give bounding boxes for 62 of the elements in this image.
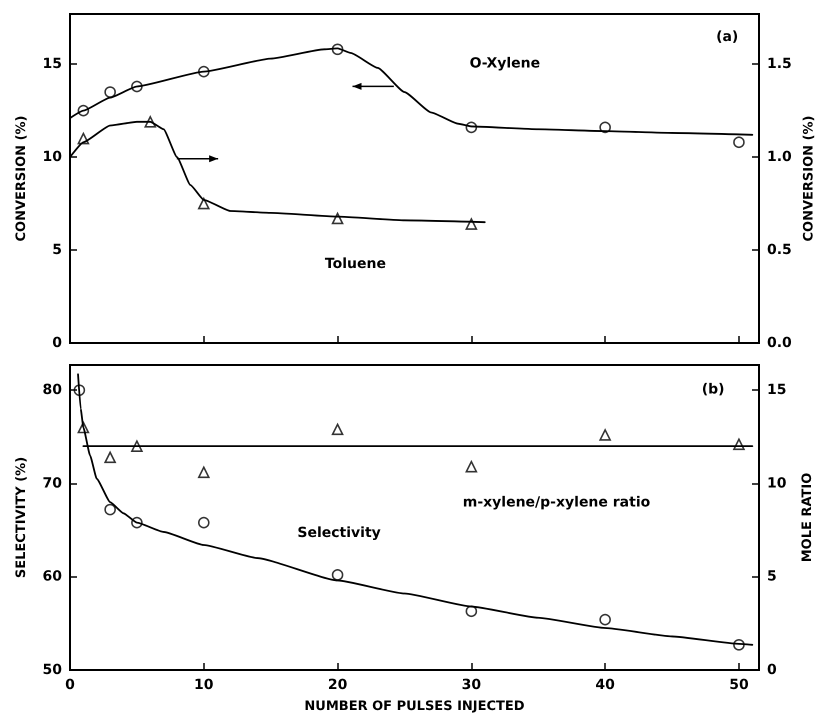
y-tick-label: 10 xyxy=(42,149,62,166)
annotation: Selectivity xyxy=(297,524,381,541)
y-tick-label: 60 xyxy=(42,568,62,585)
y2-axis-title: CONVERSION (%) xyxy=(802,116,817,242)
point xyxy=(74,384,86,396)
y2-tick-label: 10 xyxy=(767,475,787,492)
point xyxy=(131,440,143,452)
y-axis-title: CONVERSION (%) xyxy=(14,116,29,242)
point xyxy=(599,429,611,441)
x-tick-label: 10 xyxy=(194,677,214,693)
point xyxy=(733,136,745,148)
x-tick-label: 30 xyxy=(462,677,482,693)
point xyxy=(466,460,478,472)
point xyxy=(131,516,143,528)
y-axis-title: SELECTIVITY (%) xyxy=(14,456,29,578)
y-tick-label: 70 xyxy=(42,475,62,492)
x-tick-label: 50 xyxy=(729,677,749,693)
point xyxy=(599,614,611,626)
annotation: m-xylene/p-xylene ratio xyxy=(462,494,651,510)
y-tick-label: 80 xyxy=(42,382,62,398)
point xyxy=(733,639,745,651)
x-tick-label: 0 xyxy=(65,677,76,693)
point xyxy=(332,212,344,224)
y-tick-label: 0 xyxy=(52,335,62,351)
point xyxy=(104,86,116,98)
y-tick-label: 15 xyxy=(42,56,62,72)
y2-tick-label: 1.0 xyxy=(767,149,792,166)
point xyxy=(104,504,116,516)
x-tick-label: 20 xyxy=(328,677,348,693)
point xyxy=(78,422,90,434)
annotation: (a) xyxy=(716,29,738,46)
y2-axis-title: MOLE RATIO xyxy=(800,472,815,562)
y2-tick-label: 0.0 xyxy=(767,335,792,351)
point xyxy=(198,66,210,78)
annotation: O-Xylene xyxy=(470,55,540,72)
annotation: (b) xyxy=(702,381,725,398)
y-tick-label: 5 xyxy=(52,242,62,258)
x-axis-title: NUMBER OF PULSES INJECTED xyxy=(304,699,525,714)
y2-tick-label: 0.5 xyxy=(767,242,792,258)
point xyxy=(198,198,210,210)
point xyxy=(466,605,478,618)
y2-tick-label: 0 xyxy=(767,662,777,678)
point xyxy=(104,452,116,464)
point xyxy=(131,80,143,92)
point xyxy=(198,516,210,528)
point xyxy=(466,122,478,134)
point xyxy=(733,438,745,450)
point xyxy=(78,104,90,116)
y2-tick-label: 1.5 xyxy=(767,56,792,72)
x-tick-label: 40 xyxy=(595,677,616,693)
point xyxy=(144,116,156,128)
y2-tick-label: 15 xyxy=(767,382,786,398)
point xyxy=(332,569,344,581)
annotation: Toluene xyxy=(324,256,386,272)
point xyxy=(332,424,344,436)
point xyxy=(332,44,344,56)
point xyxy=(466,218,478,230)
y-tick-label: 50 xyxy=(42,662,62,678)
point xyxy=(599,122,611,134)
y2-tick-label: 5 xyxy=(767,568,777,585)
point xyxy=(78,132,90,144)
point xyxy=(198,466,210,478)
